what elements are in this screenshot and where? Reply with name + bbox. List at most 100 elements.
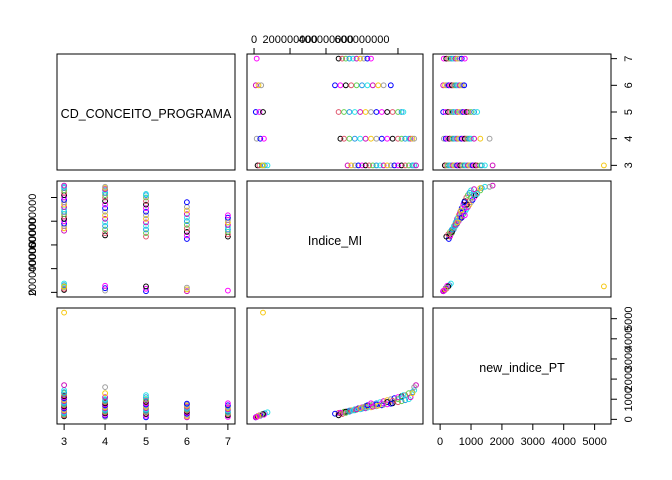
point-c3-6-panel-1-2 bbox=[348, 162, 355, 169]
point-c5-16-panel-2-1 bbox=[143, 191, 149, 197]
point-c7-8-panel-1-3 bbox=[456, 55, 463, 62]
y-tick-label-2-0: 0 bbox=[623, 416, 635, 422]
point-c4-4-panel-1-2 bbox=[341, 135, 347, 142]
point-c3-10-panel-1-2 bbox=[362, 162, 369, 169]
point-c6-5-panel-2-1 bbox=[184, 229, 190, 235]
point-c5-6-panel-1-2 bbox=[351, 109, 358, 115]
point-c7-1-panel-1-2 bbox=[335, 55, 342, 62]
point-c7-5-panel-3-2 bbox=[350, 407, 356, 414]
y-tick-label-0-3: 6 bbox=[623, 82, 635, 88]
diag-label-cd-conceito: CD_CONCEITO_PROGRAMA bbox=[61, 107, 232, 121]
point-c7-7-panel-1-2 bbox=[357, 55, 364, 62]
point-c5-5-panel-1-3 bbox=[450, 109, 457, 115]
point-c3-4-panel-2-1 bbox=[61, 280, 67, 287]
point-c5-9-panel-1-3 bbox=[458, 109, 465, 115]
point-c5-4-panel-2-1 bbox=[143, 230, 149, 237]
point-c4-17-panel-1-2 bbox=[405, 135, 412, 142]
point-c5-1-panel-1-3 bbox=[442, 109, 449, 115]
point-c5-8-panel-1-3 bbox=[456, 109, 463, 115]
point-c6-13-panel-3-2 bbox=[387, 400, 394, 407]
x-tick-label-0-2: 5 bbox=[143, 436, 149, 448]
point-c5-10-panel-1-3 bbox=[460, 109, 466, 115]
point-c4-19-panel-3-2 bbox=[409, 390, 416, 397]
point-c4-11-panel-2-1 bbox=[102, 205, 108, 212]
point-c7-4-panel-3-2 bbox=[346, 408, 353, 415]
point-c6-8-panel-2-1 bbox=[184, 218, 190, 225]
point-c4-2-panel-1-2 bbox=[261, 135, 267, 142]
point-c4-12-panel-3-2 bbox=[384, 401, 391, 408]
point-c7-10-panel-1-2 bbox=[368, 55, 374, 62]
y-tick-label-2-3: 3000 bbox=[623, 347, 635, 371]
point-c6-9-panel-2-1 bbox=[184, 214, 190, 221]
point-c6-6-panel-1-2 bbox=[348, 82, 355, 89]
point-c3-26-panel-1-3 bbox=[601, 162, 607, 169]
point-c4-13-panel-1-2 bbox=[389, 135, 396, 142]
point-c5-2-panel-1-3 bbox=[445, 109, 452, 115]
point-c6-7-panel-1-2 bbox=[353, 82, 360, 89]
point-c7-5-panel-1-2 bbox=[350, 55, 356, 62]
point-c6-11-panel-3-2 bbox=[375, 402, 382, 409]
panel-2-3 bbox=[432, 180, 612, 298]
point-c4-10-panel-1-2 bbox=[373, 135, 380, 142]
y-tick-label-0-1: 4 bbox=[623, 136, 635, 142]
point-c6-12-panel-3-2 bbox=[380, 401, 387, 408]
point-c7-0-panel-2-1 bbox=[225, 287, 231, 294]
point-c6-0-panel-1-3 bbox=[440, 82, 447, 89]
point-c6-13-panel-3-1 bbox=[184, 400, 190, 407]
point-c6-9-panel-1-2 bbox=[364, 82, 371, 89]
x-tick-label-1-2: 400000000 bbox=[298, 34, 353, 46]
point-c3-22-panel-1-2 bbox=[405, 162, 412, 169]
point-c5-2-panel-1-2 bbox=[260, 109, 266, 115]
point-c7-9-panel-2-1 bbox=[225, 214, 231, 221]
point-c5-13-panel-2-1 bbox=[143, 198, 149, 205]
point-c3-24-panel-1-2 bbox=[411, 162, 418, 169]
point-c7-6-panel-1-3 bbox=[452, 55, 459, 62]
point-c6-3-panel-1-2 bbox=[332, 82, 338, 89]
x-tick-label-0-4: 7 bbox=[225, 436, 231, 448]
point-c4-1-panel-2-1 bbox=[102, 285, 108, 292]
point-c7-4-panel-1-3 bbox=[449, 55, 455, 62]
point-c3-23-panel-1-3 bbox=[478, 162, 485, 169]
point-c5-4-panel-1-3 bbox=[449, 109, 455, 115]
point-c5-15-panel-2-3 bbox=[471, 192, 478, 199]
point-c4-5-panel-1-2 bbox=[346, 135, 353, 142]
point-c4-3-panel-2-1 bbox=[102, 232, 108, 239]
panel-2-1 bbox=[56, 180, 236, 298]
point-c4-2-panel-2-1 bbox=[102, 282, 108, 289]
point-c6-12-panel-1-2 bbox=[380, 82, 387, 89]
point-c4-0-panel-1-3 bbox=[440, 135, 447, 142]
point-c5-10-panel-1-2 bbox=[373, 109, 380, 115]
x-tick-label-2-2: 2000 bbox=[490, 436, 514, 448]
point-c7-10-panel-1-3 bbox=[461, 55, 468, 62]
point-c3-26-panel-2-1 bbox=[61, 283, 67, 290]
point-c7-1-panel-1-3 bbox=[443, 55, 450, 62]
point-c4-9-panel-1-2 bbox=[368, 135, 374, 142]
point-c3-8-panel-1-2 bbox=[355, 162, 362, 169]
point-c3-23-panel-3-1 bbox=[61, 389, 67, 396]
point-c3-23-panel-1-2 bbox=[409, 162, 416, 169]
x-tick-label-2-0: 0 bbox=[437, 436, 443, 448]
x-tick-label-2-5: 5000 bbox=[582, 436, 606, 448]
point-c5-12-panel-1-3 bbox=[463, 109, 470, 115]
y-tick-label-1-3: 600000000 bbox=[27, 194, 39, 249]
point-c7-7-panel-3-2 bbox=[357, 405, 364, 412]
point-c4-20-panel-1-2 bbox=[411, 135, 418, 142]
x-tick-label-0-0: 3 bbox=[61, 436, 67, 448]
point-c6-4-panel-1-2 bbox=[337, 82, 344, 89]
point-c4-20-panel-2-1 bbox=[102, 183, 108, 190]
point-c7-0-panel-1-2 bbox=[253, 55, 260, 62]
y-tick-label-0-4: 7 bbox=[623, 56, 635, 62]
x-tick-label-1-3: 600000000 bbox=[334, 34, 389, 46]
point-c4-20-panel-3-2 bbox=[411, 384, 418, 391]
point-c5-9-panel-2-1 bbox=[143, 212, 149, 219]
point-c5-13-panel-1-2 bbox=[389, 109, 396, 115]
point-c5-16-panel-3-1 bbox=[143, 392, 149, 399]
point-c5-11-panel-2-1 bbox=[143, 205, 149, 212]
point-c3-17-panel-1-2 bbox=[387, 162, 394, 169]
point-c4-20-panel-3-1 bbox=[102, 384, 108, 391]
point-c5-14-panel-1-2 bbox=[395, 109, 401, 115]
point-c3-3-panel-1-2 bbox=[261, 162, 268, 169]
x-tick-label-0-3: 6 bbox=[184, 436, 190, 448]
point-c5-3-panel-1-3 bbox=[447, 109, 453, 115]
